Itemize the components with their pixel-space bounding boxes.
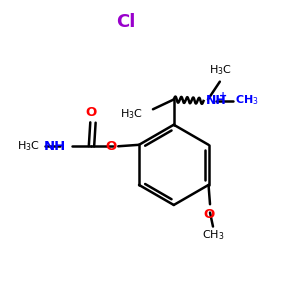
Text: H$_3$C: H$_3$C xyxy=(209,63,232,77)
Text: H$_3$C: H$_3$C xyxy=(16,140,40,153)
Text: NH: NH xyxy=(206,94,226,106)
Text: O: O xyxy=(105,140,116,153)
Text: NH: NH xyxy=(44,140,66,153)
Text: O: O xyxy=(204,208,215,221)
Text: CH$_3$: CH$_3$ xyxy=(202,228,224,242)
Text: CH$_3$: CH$_3$ xyxy=(235,94,259,107)
Text: H$_3$C: H$_3$C xyxy=(120,107,143,121)
Text: +: + xyxy=(219,91,227,100)
Text: Cl: Cl xyxy=(116,13,136,31)
Text: O: O xyxy=(86,106,97,119)
